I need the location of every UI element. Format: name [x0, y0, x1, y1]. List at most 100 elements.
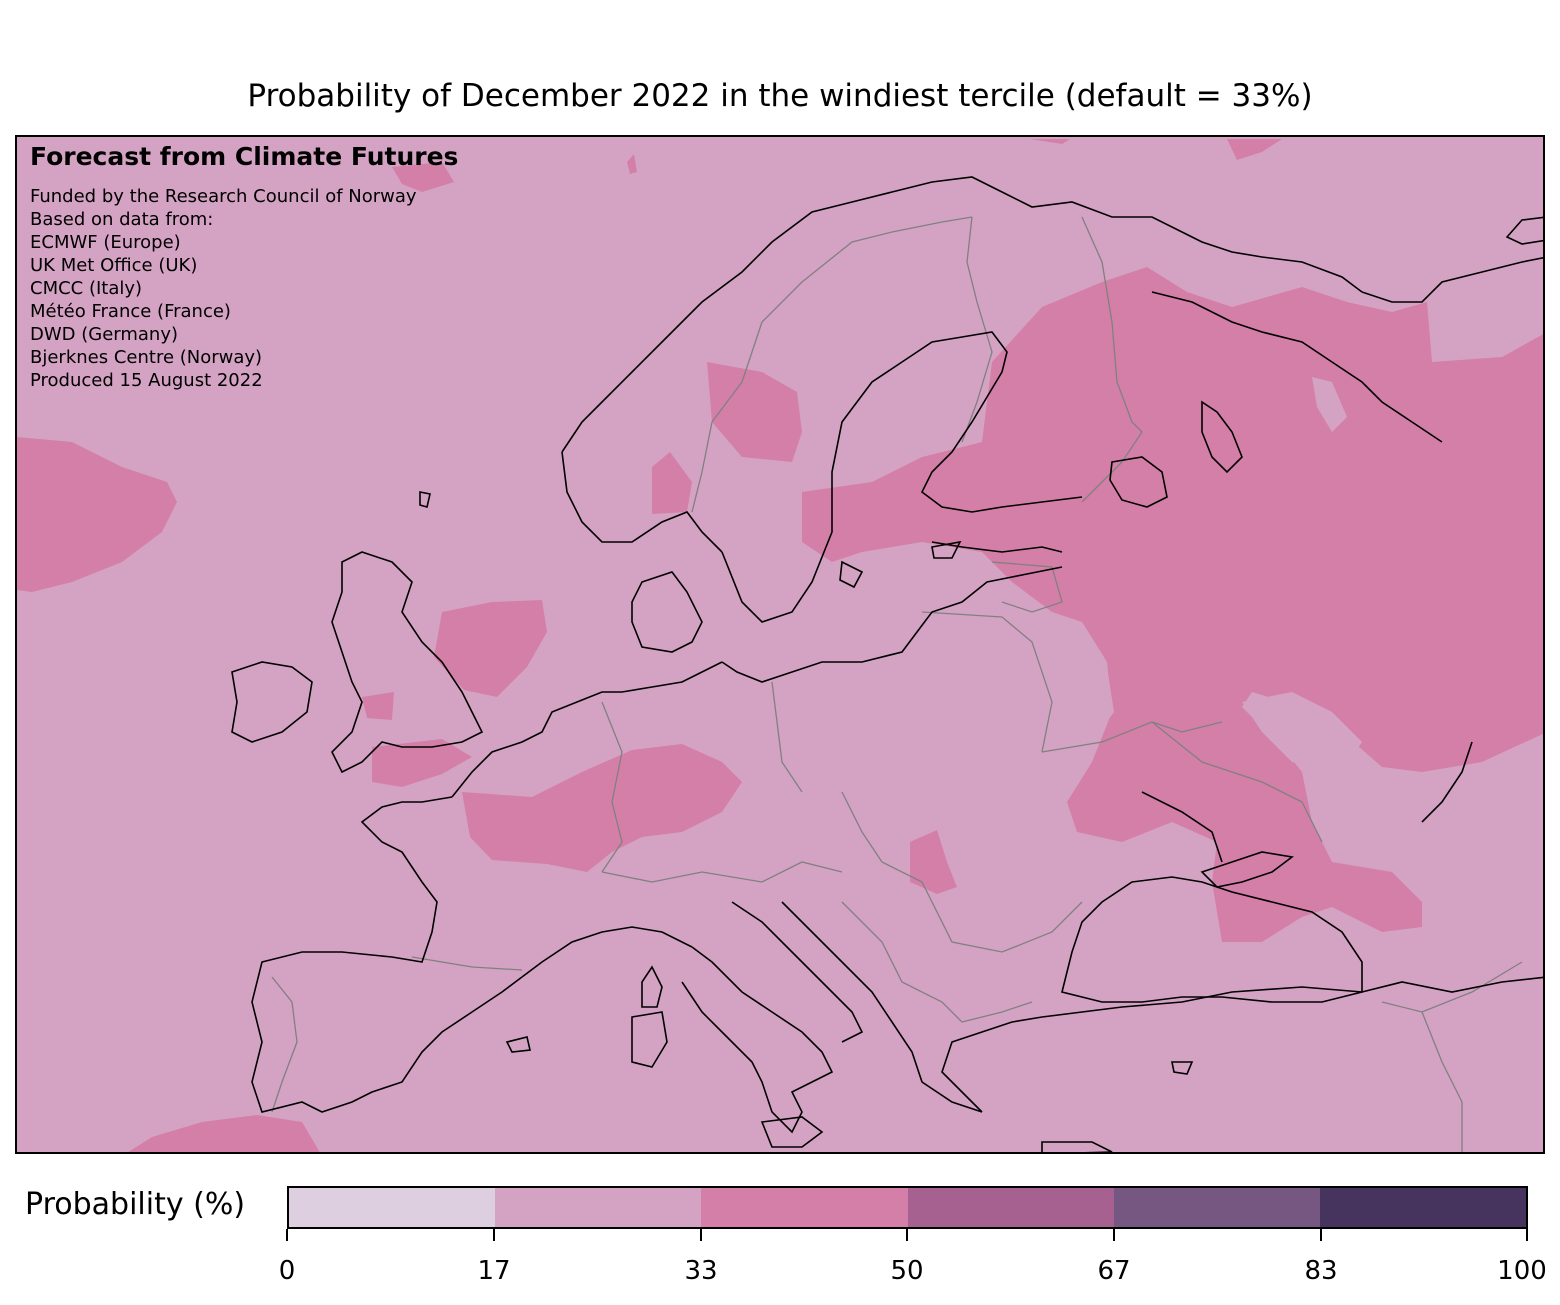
coast-ireland — [231, 661, 313, 743]
patch-ukraine — [1242, 692, 1362, 772]
colorbar-tick-label: 33 — [684, 1256, 718, 1286]
border-austria-hungary — [841, 791, 923, 883]
coast-azov — [1141, 791, 1223, 863]
border-finland-russia — [1081, 216, 1143, 503]
zone-france-germany — [462, 744, 742, 872]
coast-turkey — [1041, 976, 1543, 1018]
country-borders — [271, 216, 1523, 1152]
info-line: Based on data from: — [30, 209, 214, 230]
info-line: DWD (Germany) — [30, 324, 179, 345]
coast-shetland — [419, 491, 431, 509]
colorbar-segment — [701, 1188, 908, 1227]
colorbar-tick — [1113, 1229, 1115, 1241]
coast-cyprus — [1171, 1061, 1194, 1075]
info-line: Météo France (France) — [30, 301, 231, 322]
zone-irish-sea — [362, 692, 394, 720]
colorbar-tick-label: 50 — [890, 1256, 924, 1286]
border-poland-east — [921, 611, 1053, 753]
colorbar-tick — [700, 1229, 702, 1241]
high-probability-zones — [17, 139, 1543, 1152]
border-baltics — [991, 561, 1063, 613]
zone-england-south — [372, 739, 472, 787]
coast-bothnia — [901, 331, 1083, 513]
border-norway-sweden — [691, 216, 973, 513]
colorbar-tick — [493, 1229, 495, 1241]
zone-top-north — [392, 162, 454, 192]
europe-map — [17, 137, 1543, 1152]
coast-sardinia — [631, 1011, 668, 1068]
coast-gotland — [839, 560, 864, 589]
coast-iceland-fragment — [1505, 216, 1543, 245]
zone-norway-inland — [652, 452, 692, 514]
border-germany-poland — [771, 681, 803, 793]
zone-north-sea — [434, 600, 547, 697]
colorbar-tick — [1526, 1229, 1528, 1241]
zone-sweden-north — [707, 362, 802, 462]
coast-britain — [331, 551, 484, 774]
coast-norway — [561, 176, 1363, 453]
colorbar-segment — [1113, 1188, 1320, 1227]
zone-carpathian — [910, 830, 957, 894]
border-france-spain — [411, 956, 523, 971]
patch-russia-north — [1312, 377, 1347, 432]
coast-iberia — [251, 951, 523, 1113]
zone-atlantic-west — [17, 437, 177, 592]
coast-black-sea — [1061, 876, 1363, 1003]
info-box: Forecast from Climate Futures Funded by … — [30, 142, 458, 392]
zone-baltic-finland — [802, 267, 1543, 942]
coastlines — [231, 176, 1543, 1152]
coast-germany-nl — [451, 661, 723, 798]
border-spain-portugal — [271, 976, 298, 1113]
info-line: Bjerknes Centre (Norway) — [30, 347, 263, 368]
border-balkans — [841, 901, 963, 1023]
coast-france-south — [521, 926, 693, 978]
border-turkey-east — [1421, 1011, 1463, 1152]
colorbar-segment — [1319, 1188, 1527, 1227]
coast-denmark — [631, 571, 703, 653]
coast-lake-onega — [1201, 400, 1243, 474]
border-sweden-finland — [961, 216, 993, 443]
coast-lake-ladoga — [1109, 456, 1168, 508]
coast-white-sea — [1151, 291, 1443, 443]
zone-mediterranean-sw — [128, 1115, 320, 1152]
coast-kola — [1361, 256, 1543, 303]
coast-crimea — [1200, 851, 1294, 888]
border-caucasus — [1381, 961, 1523, 1013]
coast-finland-gulf — [931, 541, 1063, 553]
coast-balearic — [505, 1036, 531, 1053]
colorbar-tick-label: 100 — [1497, 1256, 1547, 1286]
zone-small-1 — [627, 154, 637, 174]
info-line: Funded by the Research Council of Norway — [30, 186, 417, 207]
border-greece-turkey — [961, 1001, 1033, 1023]
border-ukraine-russia — [1151, 721, 1323, 843]
map-title: Probability of December 2022 in the wind… — [247, 78, 1313, 114]
coast-france-west — [360, 796, 453, 963]
coast-italy-east — [731, 901, 864, 1043]
border-alps — [601, 861, 843, 883]
colorbar-tick — [1320, 1229, 1322, 1241]
colorbar-tick-label: 0 — [278, 1256, 296, 1286]
coast-adriatic-east — [781, 901, 983, 1113]
zone-top-east — [1227, 139, 1282, 160]
coast-saaremaa — [931, 540, 962, 559]
colorbar-tick-label: 67 — [1097, 1256, 1131, 1286]
colorbar-segment — [907, 1188, 1114, 1227]
colorbar-label: Probability (%) — [25, 1187, 246, 1222]
coast-caspian — [1421, 741, 1473, 823]
patch-poland — [1052, 617, 1114, 742]
info-heading: Forecast from Climate Futures — [30, 142, 459, 171]
colorbar-tick — [906, 1229, 908, 1241]
coast-greece — [941, 1016, 1043, 1113]
map-panel — [15, 135, 1545, 1154]
colorbar-tick — [286, 1229, 288, 1241]
border-france-germany — [601, 701, 623, 873]
colorbar-segment — [495, 1188, 702, 1227]
coast-italy — [681, 946, 834, 1134]
info-line: UK Met Office (UK) — [30, 255, 198, 276]
coast-sicily — [760, 1116, 824, 1148]
info-line: ECMWF (Europe) — [30, 232, 181, 253]
coast-corsica — [641, 965, 663, 1008]
border-romania — [921, 881, 1083, 953]
colorbar-tick-label: 83 — [1304, 1256, 1338, 1286]
low-patches — [1052, 377, 1362, 772]
